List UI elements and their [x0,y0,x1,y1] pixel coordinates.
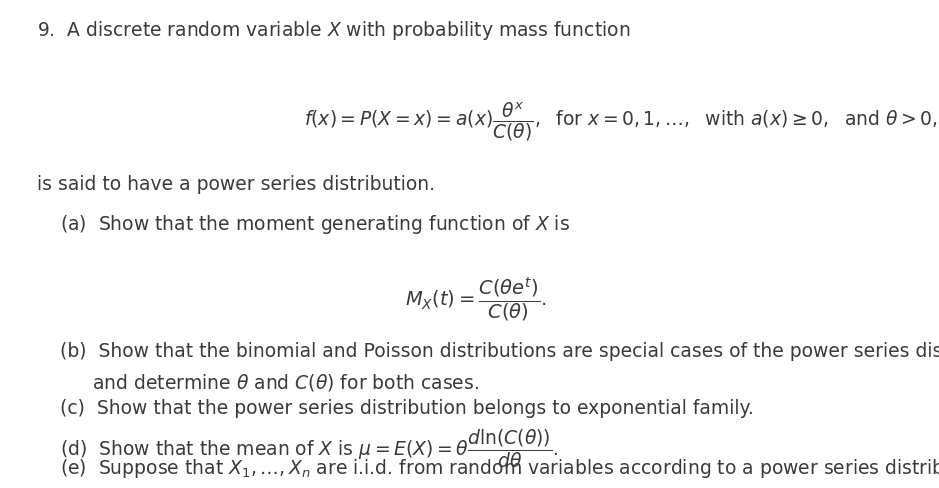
Text: $f(x) = P(X = x) = a(x)\dfrac{\theta^x}{C(\theta)},$  for $x = 0, 1, \ldots,$  w: $f(x) = P(X = x) = a(x)\dfrac{\theta^x}{… [304,101,938,143]
Text: is said to have a power series distribution.: is said to have a power series distribut… [37,175,435,194]
Text: (a)  Show that the moment generating function of $X$ is: (a) Show that the moment generating func… [60,213,570,236]
Text: $M_X(t) = \dfrac{C(\theta e^t)}{C(\theta)}.$: $M_X(t) = \dfrac{C(\theta e^t)}{C(\theta… [405,275,546,323]
Text: Show that $T = \sum_{i=1}^{n} X_i$ is sufficient for $\theta.$: Show that $T = \sum_{i=1}^{n} X_i$ is su… [92,487,440,488]
Text: (e)  Suppose that $X_1, \ldots, X_n$ are i.i.d. from random variables according : (e) Suppose that $X_1, \ldots, X_n$ are … [60,457,939,480]
Text: (b)  Show that the binomial and Poisson distributions are special cases of the p: (b) Show that the binomial and Poisson d… [60,342,939,361]
Text: 9.  A discrete random variable $X$ with probability mass function: 9. A discrete random variable $X$ with p… [37,19,630,42]
Text: (d)  Show that the mean of $X$ is $\mu = E(X) = \theta\dfrac{d\ln(C(\theta))}{d\: (d) Show that the mean of $X$ is $\mu = … [60,427,559,469]
Text: (c)  Show that the power series distribution belongs to exponential family.: (c) Show that the power series distribut… [60,399,754,418]
Text: and determine $\theta$ and $C(\theta)$ for both cases.: and determine $\theta$ and $C(\theta)$ f… [92,372,479,393]
